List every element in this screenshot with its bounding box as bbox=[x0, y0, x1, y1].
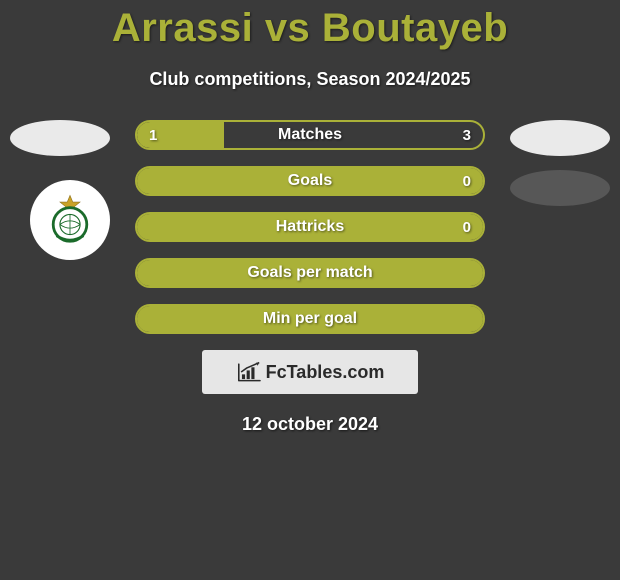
brand-badge[interactable]: FcTables.com bbox=[202, 350, 418, 394]
content-area: 1 Matches 3 Goals 0 Hattricks 0 Goals pe… bbox=[0, 120, 620, 435]
stat-label: Goals per match bbox=[137, 260, 483, 286]
subtitle: Club competitions, Season 2024/2025 bbox=[0, 69, 620, 90]
stat-label: Goals bbox=[137, 168, 483, 194]
stat-label: Min per goal bbox=[137, 306, 483, 332]
stat-row: Goals 0 bbox=[135, 166, 485, 196]
brand-chart-icon bbox=[236, 361, 262, 383]
stats-bars: 1 Matches 3 Goals 0 Hattricks 0 Goals pe… bbox=[135, 120, 485, 334]
stat-label: Matches bbox=[137, 122, 483, 148]
stat-value-right: 0 bbox=[463, 168, 471, 194]
stat-value-right: 3 bbox=[463, 122, 471, 148]
player-left-badge bbox=[10, 120, 110, 156]
stat-value-right: 0 bbox=[463, 214, 471, 240]
stat-label: Hattricks bbox=[137, 214, 483, 240]
club-logo bbox=[30, 180, 110, 260]
page-title: Arrassi vs Boutayeb bbox=[0, 0, 620, 51]
stat-row: Hattricks 0 bbox=[135, 212, 485, 242]
stat-row: Min per goal bbox=[135, 304, 485, 334]
brand-text: FcTables.com bbox=[266, 362, 385, 383]
player-right-badge-secondary bbox=[510, 170, 610, 206]
club-emblem-icon bbox=[42, 192, 98, 248]
date-text: 12 october 2024 bbox=[0, 414, 620, 435]
stat-row: Goals per match bbox=[135, 258, 485, 288]
stat-row: 1 Matches 3 bbox=[135, 120, 485, 150]
player-right-badge bbox=[510, 120, 610, 156]
